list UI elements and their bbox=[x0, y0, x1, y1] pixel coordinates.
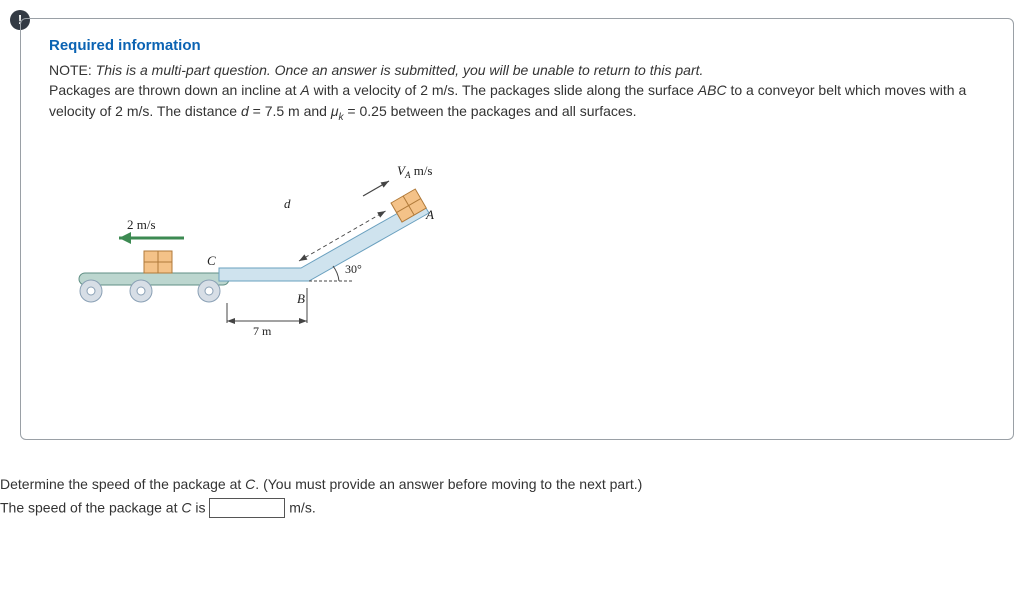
va-unit: m/s bbox=[410, 163, 432, 178]
q-b: . (You must provide an answer before mov… bbox=[255, 476, 642, 492]
d-label: d bbox=[284, 196, 291, 211]
label-A: A bbox=[425, 207, 434, 222]
dim7-arr-r bbox=[299, 318, 307, 324]
answer-input[interactable] bbox=[209, 498, 285, 518]
var-ABC: ABC bbox=[698, 82, 727, 98]
roller-3-hub bbox=[205, 287, 213, 295]
belt-velocity-arrow bbox=[119, 232, 184, 244]
ans-var-c: C bbox=[181, 500, 191, 516]
answer-line: The speed of the package at C is m/s. bbox=[0, 498, 642, 518]
va-label: VA m/s bbox=[397, 163, 433, 180]
va-head bbox=[381, 178, 391, 187]
note-prefix: NOTE: bbox=[49, 62, 96, 78]
note-italic: This is a multi-part question. Once an a… bbox=[96, 62, 704, 78]
required-info-heading: Required information bbox=[49, 37, 989, 54]
roller-2-hub bbox=[137, 287, 145, 295]
problem-text: Packages are thrown down an incline at A… bbox=[49, 80, 989, 125]
body-1b: with a velocity of 2 m/s. The packages s… bbox=[310, 82, 698, 98]
angle-label: 30° bbox=[345, 262, 362, 276]
roller-1-hub bbox=[87, 287, 95, 295]
question-card: Required information NOTE: This is a mul… bbox=[20, 18, 1014, 440]
q-a: Determine the speed of the package at bbox=[0, 476, 245, 492]
va-arrow bbox=[362, 178, 391, 198]
belt-arrow-head bbox=[119, 232, 131, 244]
label-B: B bbox=[297, 291, 305, 306]
dim7-arr-l bbox=[227, 318, 235, 324]
note-line: NOTE: This is a multi-part question. Onc… bbox=[49, 60, 989, 80]
angle-arc bbox=[333, 266, 339, 281]
d-arr-l bbox=[298, 254, 308, 263]
var-A: A bbox=[300, 82, 309, 98]
package-on-belt bbox=[144, 251, 172, 273]
mu: μ bbox=[331, 103, 339, 119]
q-var-c: C bbox=[245, 476, 255, 492]
var-d: d bbox=[241, 103, 249, 119]
belt-velocity-label: 2 m/s bbox=[127, 217, 156, 232]
answer-section: Determine the speed of the package at C.… bbox=[0, 470, 652, 524]
ans-a: The speed of the package at bbox=[0, 500, 181, 516]
body-1d: = 7.5 m and bbox=[249, 103, 331, 119]
determine-line: Determine the speed of the package at C.… bbox=[0, 476, 642, 492]
body-1e: = 0.25 between the packages and all surf… bbox=[344, 103, 637, 119]
diagram: 2 m/s d VA m/s A B C bbox=[49, 143, 459, 363]
label-C: C bbox=[207, 253, 216, 268]
page: ! Required information NOTE: This is a m… bbox=[0, 0, 1024, 591]
body-1a: Packages are thrown down an incline at bbox=[49, 82, 300, 98]
ans-b: is bbox=[191, 500, 209, 516]
d-arr-r bbox=[377, 208, 387, 217]
diagram-svg: 2 m/s d VA m/s A B C bbox=[49, 143, 459, 363]
dim7-label: 7 m bbox=[253, 324, 272, 338]
ans-unit: m/s. bbox=[285, 500, 315, 516]
